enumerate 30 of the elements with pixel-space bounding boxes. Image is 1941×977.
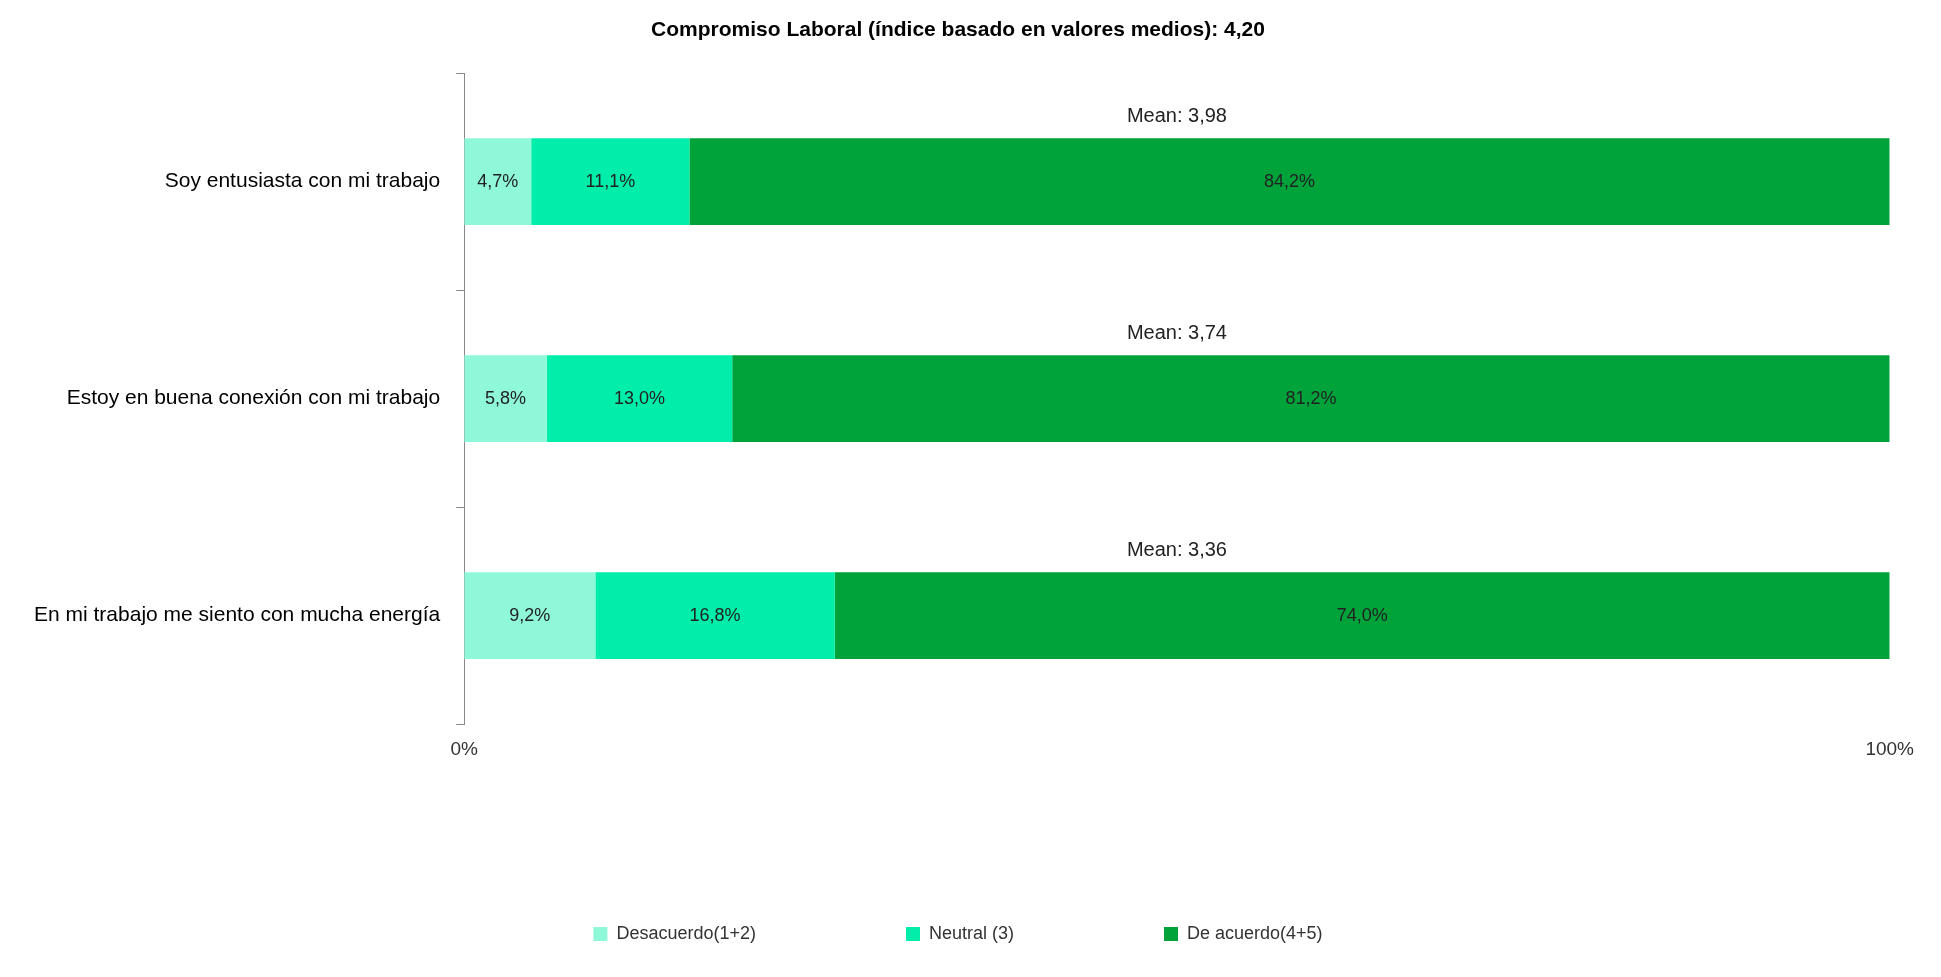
x-tick-label: 0%	[450, 737, 479, 759]
bar	[689, 138, 1890, 226]
y-tick-label: En mi trabajo me siento con mucha energía	[34, 602, 441, 626]
data-label: 4,7%	[477, 170, 519, 191]
y-tick-label: Estoy en buena conexión con mi trabajo	[66, 385, 441, 409]
bar	[546, 355, 733, 443]
bar	[464, 138, 532, 226]
bar	[464, 572, 596, 660]
bar	[732, 355, 1890, 443]
data-label: 5,8%	[485, 387, 527, 408]
annotation: Mean: 3,74	[1126, 320, 1227, 343]
legend-label: Neutral (3)	[928, 922, 1015, 943]
bar	[834, 572, 1890, 660]
y-tick-label: Soy entusiasta con mi trabajo	[164, 168, 441, 192]
data-label: 9,2%	[509, 604, 551, 625]
data-label: 84,2%	[1264, 170, 1316, 191]
legend-label: De acuerdo(4+5)	[1187, 922, 1323, 943]
chart-title: Compromiso Laboral (índice basado en valores medios): 4,20	[651, 17, 1265, 41]
bar	[531, 138, 690, 226]
legend-label: Desacuerdo(1+2)	[616, 922, 756, 943]
annotation: Mean: 3,98	[1126, 103, 1227, 126]
annotation: Mean: 3,36	[1126, 537, 1227, 560]
data-label: 74,0%	[1336, 604, 1388, 625]
bar	[464, 355, 547, 443]
bar	[595, 572, 835, 660]
data-label: 13,0%	[614, 387, 666, 408]
data-label: 81,2%	[1285, 387, 1337, 408]
data-label: 16,8%	[689, 604, 741, 625]
x-tick-label: 100%	[1865, 737, 1915, 759]
data-label: 11,1%	[585, 170, 636, 191]
